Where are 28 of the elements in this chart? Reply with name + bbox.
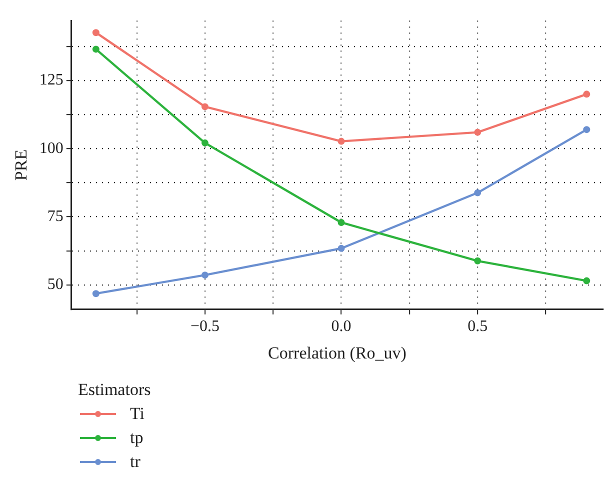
y-tick-label: 75 (47, 208, 64, 225)
legend-title: Estimators (78, 380, 151, 400)
point (92, 29, 100, 36)
point (474, 128, 482, 136)
point (583, 126, 590, 134)
point (583, 90, 590, 98)
point (201, 103, 208, 110)
y-axis-title: PRE (12, 149, 31, 181)
point (474, 189, 482, 196)
y-tick-label: 100 (39, 140, 64, 157)
point (338, 218, 345, 226)
point (338, 138, 345, 145)
legend-label: tp (130, 428, 144, 448)
x-axis-title: Correlation (Ro_uv) (268, 343, 406, 362)
point (92, 290, 100, 298)
y-tick-label: 125 (39, 72, 64, 89)
x-tick-label: 0.5 (468, 318, 488, 336)
x-tick-label: −0.5 (190, 318, 220, 336)
point (474, 257, 482, 264)
y-tick-label: 50 (47, 276, 64, 294)
point (92, 46, 100, 53)
legend-label: tr (130, 452, 140, 472)
x-tick-label: 0.0 (331, 318, 352, 336)
point (201, 139, 208, 146)
legend-label: Ti (130, 404, 145, 424)
point (201, 272, 208, 279)
point (338, 244, 345, 252)
point (583, 277, 590, 284)
